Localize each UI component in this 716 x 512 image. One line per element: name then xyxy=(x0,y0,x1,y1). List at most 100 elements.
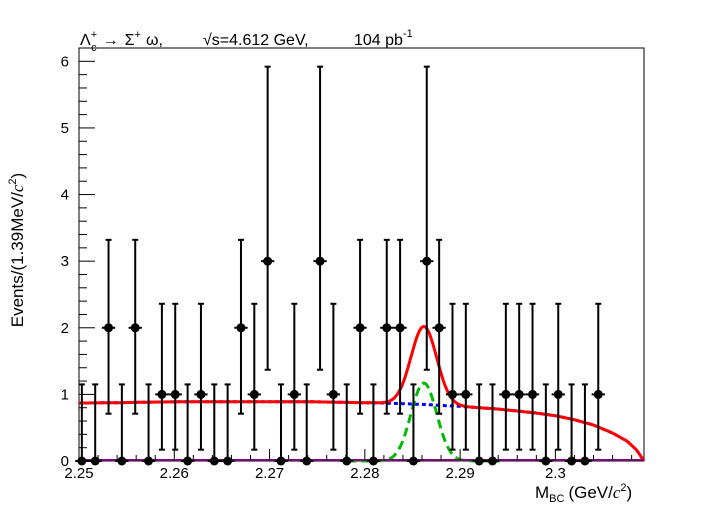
header-sqrt: √ xyxy=(203,32,212,49)
total-fit-curve xyxy=(79,324,646,462)
y-tick-label: 3 xyxy=(61,253,69,270)
data-point-marker xyxy=(196,389,206,399)
data-point-marker xyxy=(170,389,180,399)
data-point xyxy=(445,302,460,451)
signal-curve-path xyxy=(347,381,500,463)
y-tick-label: 0 xyxy=(61,453,69,470)
x-title-main: M xyxy=(535,483,549,502)
data-point-marker xyxy=(593,389,603,399)
header-lumi-value: 104 pb xyxy=(354,32,403,49)
data-point xyxy=(221,383,235,466)
data-point xyxy=(88,383,102,466)
data-point xyxy=(459,302,473,451)
y-title-unit-close: ) xyxy=(8,173,27,179)
data-point xyxy=(128,238,142,415)
data-point-marker xyxy=(368,456,378,466)
total-curve-path xyxy=(79,324,646,462)
data-point xyxy=(512,302,526,451)
x-title-unit-close: ) xyxy=(627,483,633,502)
data-point xyxy=(340,383,354,466)
x-tick-label: 2.26 xyxy=(160,465,189,482)
data-point xyxy=(247,302,261,451)
data-point xyxy=(115,383,129,466)
x-title-unit-open: (GeV/ xyxy=(568,483,613,502)
header-lumi-sup: -1 xyxy=(403,28,413,40)
data-point xyxy=(207,383,221,466)
x-title-sub: BC xyxy=(549,493,564,505)
data-point-marker xyxy=(422,256,432,266)
data-point xyxy=(141,383,156,466)
data-point xyxy=(472,383,486,466)
data-point-marker xyxy=(514,389,524,399)
data-point xyxy=(380,238,394,415)
data-point xyxy=(155,302,169,451)
data-point-marker xyxy=(144,456,154,466)
data-points-group xyxy=(75,65,605,466)
x-title-unit-c: c xyxy=(613,483,621,502)
data-point-marker xyxy=(249,389,259,399)
data-point-marker xyxy=(395,323,405,333)
y-tick-label: 5 xyxy=(61,120,69,137)
data-point xyxy=(564,383,579,466)
data-point-marker xyxy=(236,323,246,333)
data-point xyxy=(326,302,341,451)
x-tick-label: 2.28 xyxy=(350,465,379,482)
data-point xyxy=(432,238,446,415)
data-point-marker xyxy=(328,389,338,399)
header-sigma: Σ xyxy=(125,32,135,49)
header-lambda-sub: c xyxy=(91,42,97,54)
data-point-marker xyxy=(183,456,193,466)
plot-frame xyxy=(78,47,645,462)
data-point-marker xyxy=(223,456,233,466)
y-title-unit-sq: 2 xyxy=(7,178,19,184)
data-point-marker xyxy=(130,323,140,333)
y-tick-label: 1 xyxy=(61,386,69,403)
data-point xyxy=(578,383,592,466)
data-point-marker xyxy=(263,256,273,266)
header-energy-value: s=4.612 GeV, xyxy=(212,32,309,49)
y-title-unit-c: c xyxy=(8,184,27,192)
data-point-marker xyxy=(276,456,286,466)
x-tick-label: 2.3 xyxy=(545,465,566,482)
y-axis-title: Events/(1.39MeV/c2) xyxy=(7,173,27,327)
data-point xyxy=(300,383,314,466)
data-point xyxy=(406,383,421,466)
x-tick-label: 2.25 xyxy=(64,465,93,482)
data-point-marker xyxy=(567,456,577,466)
data-point-marker xyxy=(528,389,538,399)
data-point xyxy=(353,238,367,415)
y-title-main: Events/(1.39MeV/ xyxy=(8,192,27,327)
data-point-marker xyxy=(342,456,352,466)
data-point-marker xyxy=(461,389,471,399)
data-point-marker xyxy=(355,323,365,333)
data-point xyxy=(539,383,553,466)
header-sigma-sup: + xyxy=(135,29,141,41)
data-point xyxy=(499,302,513,451)
chart-header: Λ+ c → Σ+ ω, xyxy=(80,29,163,54)
header-lambda: Λ xyxy=(80,32,91,49)
background-curve-path xyxy=(79,400,646,462)
data-point-marker xyxy=(289,389,299,399)
data-point xyxy=(313,65,327,371)
data-point xyxy=(366,383,381,466)
header-lambda-sup: + xyxy=(91,29,97,41)
x-title-unit-sq: 2 xyxy=(620,482,626,494)
data-point xyxy=(551,302,565,451)
data-point-marker xyxy=(90,456,100,466)
data-point-marker xyxy=(302,456,312,466)
header-arrow: → xyxy=(103,32,119,49)
data-point xyxy=(287,302,301,451)
data-point xyxy=(393,238,407,415)
background-component-curve xyxy=(79,400,646,462)
data-point-marker xyxy=(541,456,551,466)
y-tick-label: 2 xyxy=(61,320,69,337)
data-point-marker xyxy=(157,389,167,399)
y-tick-label: 6 xyxy=(61,53,69,70)
data-point-marker xyxy=(553,389,563,399)
data-point xyxy=(194,302,208,451)
header-energy: √s=4.612 GeV, xyxy=(203,32,309,49)
data-point-marker xyxy=(488,456,498,466)
x-axis-title: MBC (GeV/c2) xyxy=(535,482,632,505)
data-point xyxy=(234,238,248,415)
